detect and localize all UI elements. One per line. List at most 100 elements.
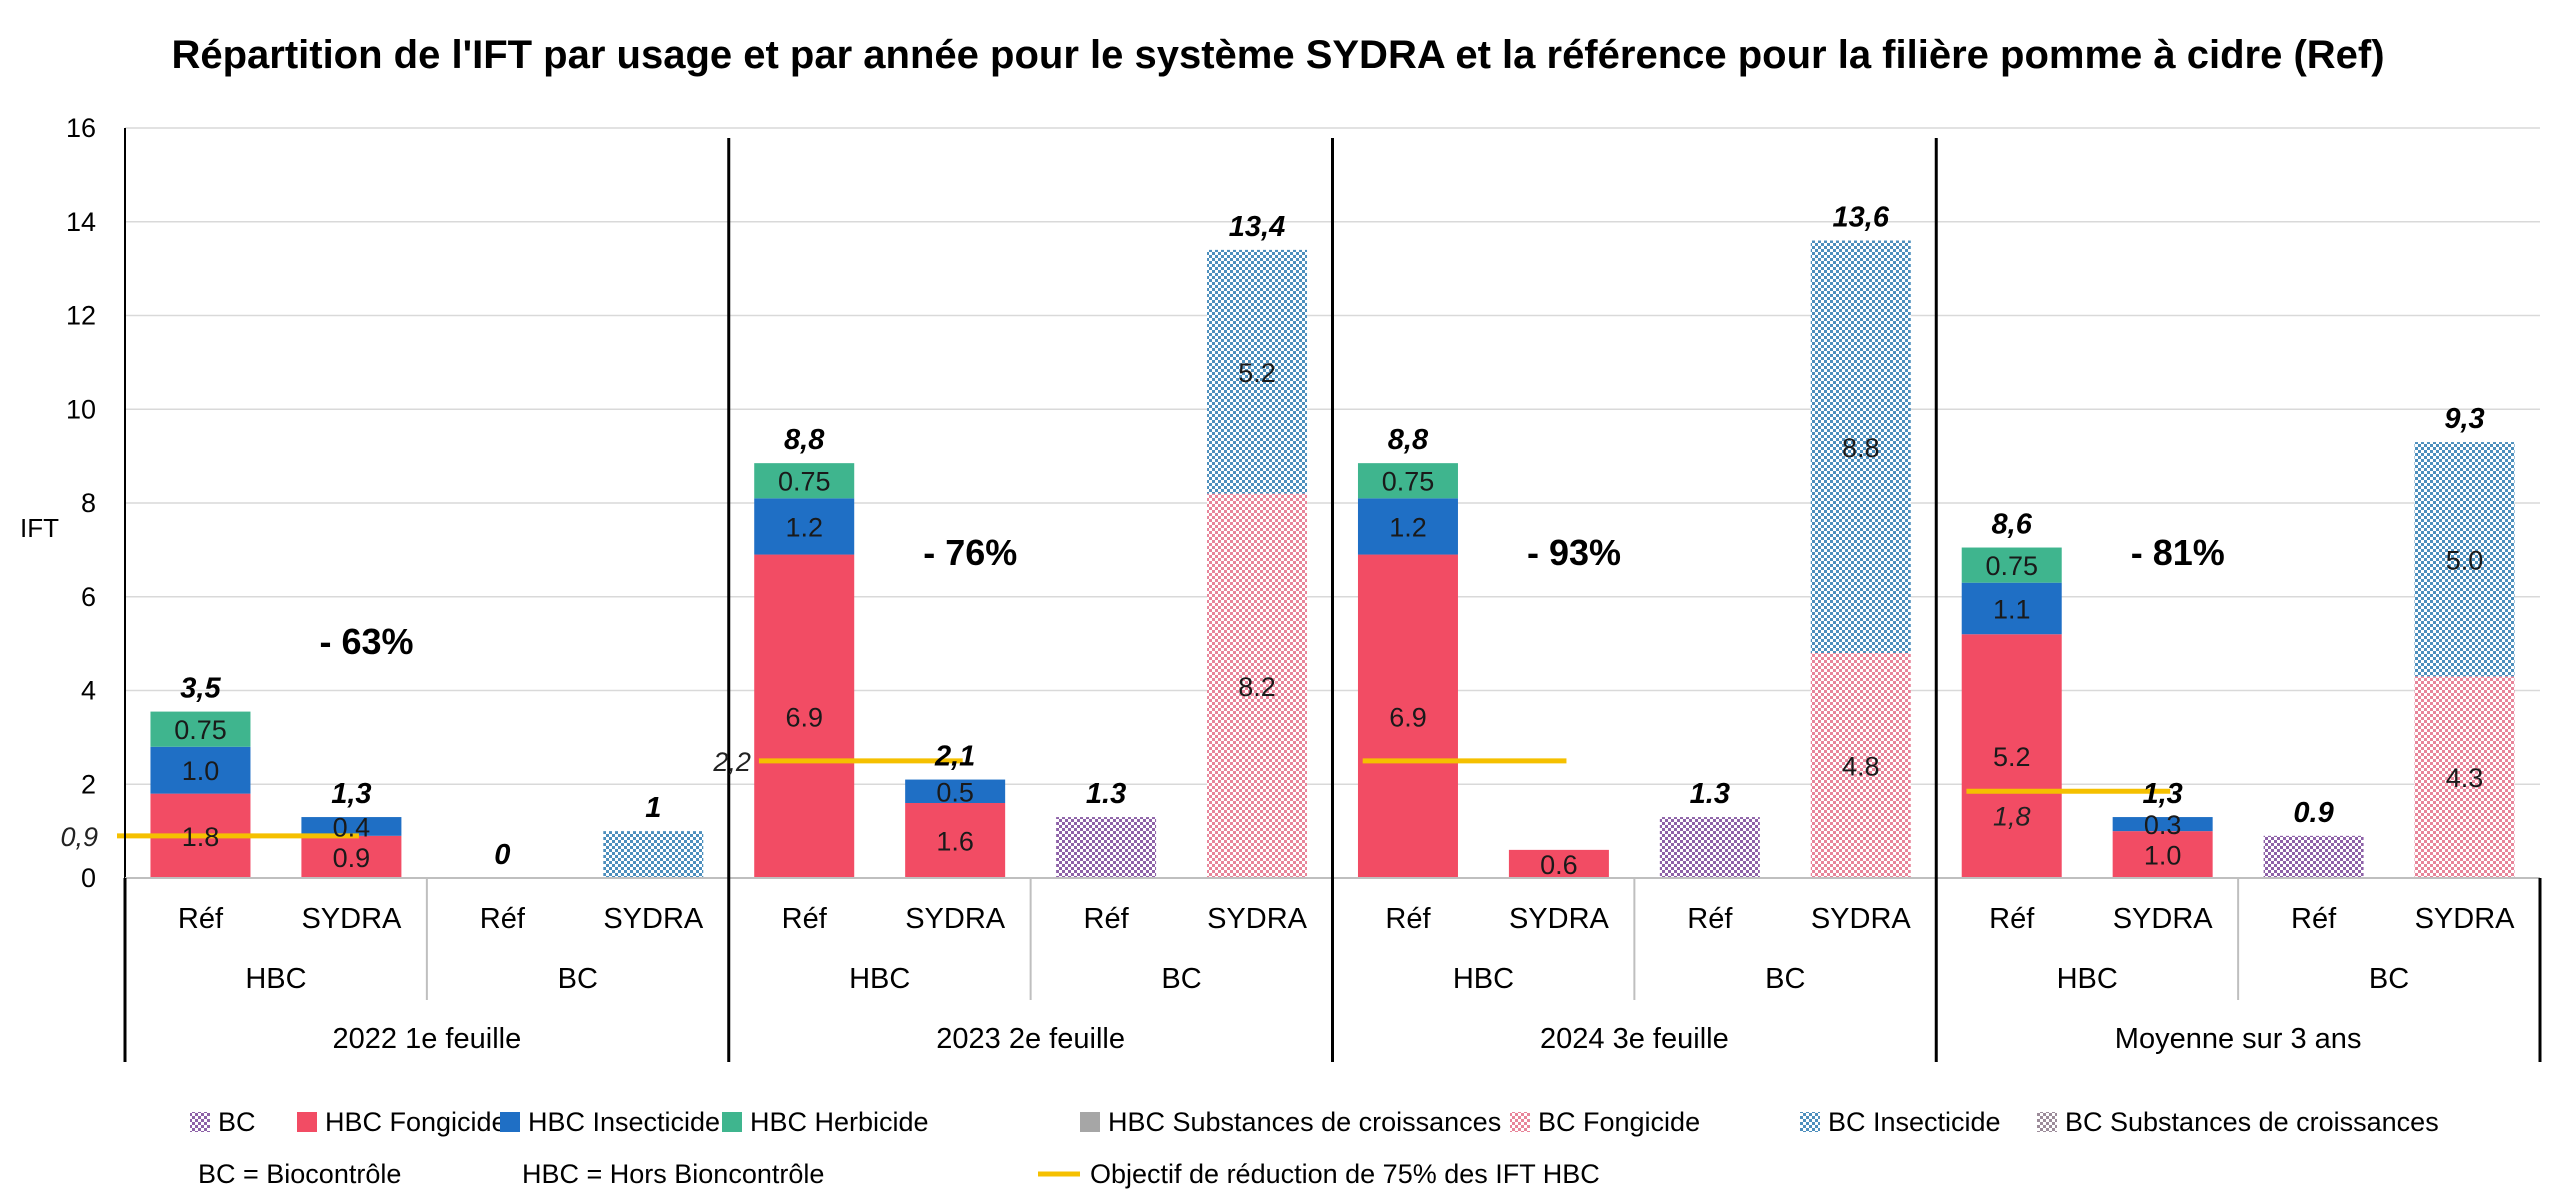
bar-segment-hbc-insecticide xyxy=(1357,498,1458,555)
segment-value-label: 6.9 xyxy=(785,702,823,732)
bar-segment-hbc-herbicide xyxy=(1357,463,1458,499)
segment-value-label: 6.9 xyxy=(1389,702,1427,732)
bar-total-label: 8,6 xyxy=(1992,509,2033,541)
segment-value-label: 0.75 xyxy=(1382,467,1435,497)
bar-segment-hbc-insecticide xyxy=(2112,817,2213,832)
legend-swatch-hbc-fongicide xyxy=(297,1112,317,1132)
group-label: Moyenne sur 3 ans xyxy=(2115,1023,2362,1055)
bar-category-label: Réf xyxy=(480,903,526,935)
legend-label: HBC Herbicide xyxy=(750,1107,929,1137)
bar-total-label: 2,1 xyxy=(934,741,975,773)
chart-title: Répartition de l'IFT par usage et par an… xyxy=(171,33,2384,77)
subgroup-label: BC xyxy=(2369,963,2409,995)
group-label: 2023 2e feuille xyxy=(936,1023,1125,1055)
bar-segment-bc xyxy=(1659,817,1760,878)
bar-category-label: SYDRA xyxy=(1811,903,1912,935)
bar-segment-bc-fongicide xyxy=(2414,676,2515,878)
y-tick-label: 6 xyxy=(81,582,96,612)
bar-category-label: Réf xyxy=(1385,903,1431,935)
bar-segment-hbc-insecticide xyxy=(1961,582,2062,635)
segment-value-label: 5.2 xyxy=(1238,358,1276,388)
segment-value-label: 1.8 xyxy=(182,822,220,852)
bar-category-label: Réf xyxy=(1989,903,2035,935)
subgroup-label: BC xyxy=(1161,963,1201,995)
subgroup-label: BC xyxy=(558,963,598,995)
bar-segment-hbc-herbicide xyxy=(150,711,251,747)
target-value-label: 2,2 xyxy=(712,747,751,777)
subgroup-label: BC xyxy=(1765,963,1805,995)
legend-swatch-bc-substances-de-croissances xyxy=(2037,1112,2057,1132)
legend-label: Objectif de réduction de 75% des IFT HBC xyxy=(1090,1159,1600,1189)
segment-value-label: 8.2 xyxy=(1238,672,1276,702)
y-tick-label: 16 xyxy=(66,113,96,143)
legend-swatch-hbc-insecticide xyxy=(500,1112,520,1132)
bar-total-label: 0.9 xyxy=(2293,797,2333,829)
bar-total-label: 9,3 xyxy=(2444,403,2484,435)
segment-value-label: 0.3 xyxy=(2144,810,2182,840)
labels: 2022 1e feuille HBC Réf 1.8 1.0 0.75 3,5 SYDRA 0… xyxy=(60,202,2515,1056)
bar-category-label: SYDRA xyxy=(603,903,704,935)
segment-value-label: 5.2 xyxy=(1993,742,2031,772)
bar-total-label: 13,6 xyxy=(1833,202,1890,234)
bar-segment-bc-insecticide xyxy=(603,831,704,878)
legend-swatch-hbc-substances-de-croissances xyxy=(1080,1112,1100,1132)
group-label: 2024 3e feuille xyxy=(1540,1023,1729,1055)
bar-segment-bc-fongicide xyxy=(1810,653,1911,878)
reduction-percentage: - 81% xyxy=(2131,532,2225,573)
legend-label: BC Insecticide xyxy=(1828,1107,2001,1137)
bar-segment-hbc-insecticide xyxy=(905,779,1006,803)
bar-total-label: 1,3 xyxy=(2142,778,2182,810)
bar-total-label: 0 xyxy=(494,839,510,871)
bar-total-label: 13,4 xyxy=(1229,211,1285,243)
legend-label: BC Fongicide xyxy=(1538,1107,1700,1137)
bar-total-label: 1.3 xyxy=(1690,778,1730,810)
segment-value-label: 8.8 xyxy=(1842,433,1880,463)
bars xyxy=(117,240,2515,878)
segment-value-label: 1.6 xyxy=(936,827,974,857)
legend-note: HBC = Hors Bioncontrôle xyxy=(522,1159,824,1189)
bar-segment-hbc-fongicide xyxy=(1508,849,1609,878)
y-tick-label: 8 xyxy=(81,488,96,518)
bar-category-label: Réf xyxy=(178,903,224,935)
bar-segment-hbc-insecticide xyxy=(301,817,402,836)
legend-label: HBC Insecticide xyxy=(528,1107,720,1137)
segment-value-label: 1.0 xyxy=(182,756,220,786)
bar-segment-bc-fongicide xyxy=(1207,493,1308,878)
bar-segment-bc-insecticide xyxy=(1810,240,1911,653)
bar-category-label: SYDRA xyxy=(1207,903,1308,935)
legend-label: BC xyxy=(218,1107,256,1137)
segment-value-label: 0.75 xyxy=(778,467,831,497)
bar-segment-hbc-fongicide xyxy=(1357,554,1458,878)
bar-segment-hbc-insecticide xyxy=(754,498,855,555)
bar-category-label: Réf xyxy=(1687,903,1733,935)
bar-segment-hbc-fongicide xyxy=(905,803,1006,878)
segment-value-label: 4.8 xyxy=(1842,752,1880,782)
legend-label: HBC Substances de croissances xyxy=(1108,1107,1501,1137)
bar-category-label: SYDRA xyxy=(2113,903,2214,935)
bar-total-label: 8,8 xyxy=(1388,424,1429,456)
y-tick-label: 0 xyxy=(81,863,96,893)
y-axis-title: IFT xyxy=(20,513,59,543)
bar-segment-bc xyxy=(2263,835,2364,878)
bar-segment-hbc-insecticide xyxy=(150,746,251,794)
bar-segment-hbc-fongicide xyxy=(301,835,402,878)
bar-segment-bc-insecticide xyxy=(1207,249,1308,494)
bar-segment-bc-insecticide xyxy=(2414,442,2515,677)
reduction-percentage: - 76% xyxy=(923,532,1017,573)
subgroup-label: HBC xyxy=(849,963,910,995)
y-tick-label: 10 xyxy=(66,394,96,424)
subgroup-label: HBC xyxy=(1453,963,1514,995)
bar-total-label: 8,8 xyxy=(784,424,825,456)
legend-note: BC = Biocontrôle xyxy=(198,1159,401,1189)
bar-total-label: 1,3 xyxy=(331,778,371,810)
bar-category-label: SYDRA xyxy=(301,903,402,935)
bar-category-label: SYDRA xyxy=(1509,903,1610,935)
bar-total-label: 1 xyxy=(645,792,661,824)
segment-value-label: 1.1 xyxy=(1993,594,2031,624)
segment-value-label: 0.4 xyxy=(333,812,371,842)
segment-value-label: 0.5 xyxy=(936,777,974,807)
segment-value-label: 0.75 xyxy=(1985,551,2038,581)
legend-swatch-bc xyxy=(190,1112,210,1132)
segment-value-label: 1.0 xyxy=(2144,841,2182,871)
y-tick-label: 12 xyxy=(66,301,96,331)
